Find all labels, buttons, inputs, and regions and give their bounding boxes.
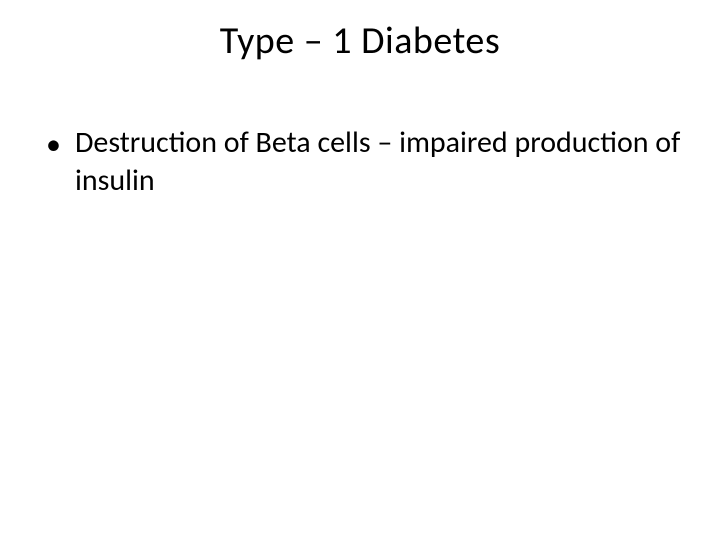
bullet-item: • Destruction of Beta cells – impaired p… [46, 124, 684, 199]
bullet-text: Destruction of Beta cells – impaired pro… [75, 124, 684, 199]
bullet-marker-icon: • [46, 126, 61, 164]
slide-container: Type – 1 Diabetes • Destruction of Beta … [0, 0, 720, 540]
slide-title: Type – 1 Diabetes [36, 18, 684, 64]
slide-content: • Destruction of Beta cells – impaired p… [36, 124, 684, 199]
